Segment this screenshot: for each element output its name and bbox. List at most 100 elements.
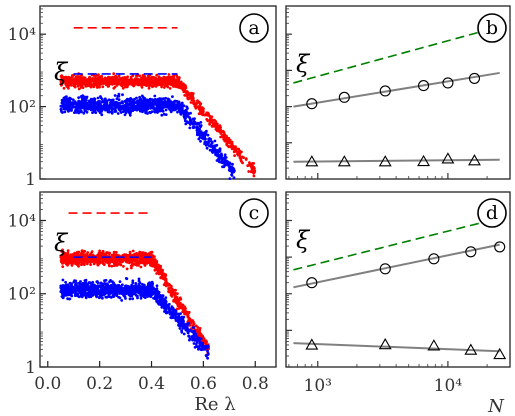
panel-c-series-1-point <box>61 296 65 299</box>
panel-c-series-1-point <box>194 332 198 336</box>
panel-c-series-1-point <box>168 312 172 316</box>
panel-c-series-1-point <box>129 285 133 289</box>
panel-c-series-1-point <box>164 296 168 299</box>
panel-c-series-1-point <box>85 287 89 291</box>
panel-a-series-1-point <box>213 144 217 148</box>
panel-c-series-0-point <box>76 250 79 254</box>
panel-c-series-0-point <box>107 264 111 268</box>
panel-a-series-0-point <box>113 75 117 79</box>
panel-c-series-0-point <box>99 260 102 264</box>
panel-a-series-0-point <box>225 143 229 147</box>
panel-a-series-1-point <box>205 146 209 150</box>
panel-a-series-1-point <box>212 147 216 151</box>
panel-c-label: c <box>249 202 260 224</box>
panel-c-series-1-point <box>66 292 70 296</box>
panel-b-triangle-marker-1 <box>337 155 351 167</box>
panel-c-series-0-point <box>97 261 100 265</box>
panel-c-series-0-point <box>63 254 67 257</box>
panel-c-series-1-point <box>155 284 159 288</box>
panel-a-series-1-point <box>214 153 218 157</box>
panel-c-series-1-point <box>172 309 176 312</box>
panel-a-series-0-point <box>164 83 168 87</box>
panel-a-series-1-point <box>132 104 136 108</box>
panel-c: ξ c 1 10² 10⁴ 0.0 0.2 0.4 0.6 0.8 Re λ <box>8 191 277 415</box>
panel-b-circle-marker-3 <box>418 80 430 92</box>
panel-c-series-1-point <box>101 296 104 300</box>
panel-a-series-1-point <box>172 100 175 104</box>
panel-a-series-1-point <box>183 114 187 118</box>
panel-c-series-1-point <box>124 286 128 290</box>
panel-a-series-0-point <box>124 77 128 81</box>
panel-a-series-1-point <box>220 152 223 156</box>
panel-a-series-0-point <box>121 76 125 80</box>
panel-c-series-1-point <box>122 294 126 297</box>
panel-a-series-0-point <box>152 82 156 86</box>
panel-a-series-1-point <box>85 110 89 114</box>
panel-c-series-1-point <box>160 299 163 303</box>
panel-a-series-0-point <box>116 80 120 83</box>
panel-c-series-1-point <box>93 288 97 291</box>
panel-a-series-1-point <box>171 95 174 98</box>
panel-c-series-0-point <box>124 257 127 261</box>
panel-a-plot <box>59 26 257 181</box>
panel-a-series-1-point <box>138 98 142 101</box>
panel-c-series-0-point <box>91 253 95 257</box>
panel-a-series-1-point <box>161 100 164 104</box>
panel-c-series-1-point <box>148 287 151 291</box>
panel-c-series-1-point <box>117 295 120 299</box>
panel-a-series-1-point <box>185 105 189 109</box>
panel-c-series-1-point <box>178 320 182 324</box>
panel-c-series-0-point <box>65 257 68 261</box>
panel-c-series-1-point <box>88 289 92 292</box>
panel-a-series-1-point <box>71 101 74 105</box>
panel-b-circle-marker-5 <box>468 72 481 84</box>
panel-a-series-0-point <box>198 108 202 112</box>
panel-a-series-1-point <box>231 162 234 166</box>
panel-a-series-0-point <box>96 83 99 86</box>
panel-a-series-0-point <box>92 85 96 89</box>
panel-a-series-0-point <box>83 76 87 80</box>
panel-a-series-0-point <box>233 147 236 151</box>
panel-a-series-0-point <box>141 78 145 82</box>
panel-b-circle-marker-4 <box>442 77 454 89</box>
panel-a-series-1-point <box>231 166 235 170</box>
panel-a-series-0-point <box>106 81 110 85</box>
panel-c-series-1-point <box>91 294 94 297</box>
panel-d-reference-line-0 <box>293 220 488 271</box>
panel-a-series-1-point <box>153 108 157 112</box>
panel-a-series-1-point <box>205 129 208 133</box>
panel-a-series-1-point <box>129 97 132 101</box>
panel-c-series-1-point <box>206 356 210 360</box>
panel-a-series-1-point <box>85 95 89 99</box>
panel-d-triangle-marker-3 <box>464 343 478 355</box>
panel-c-series-1-point <box>136 289 140 293</box>
panel-a-series-0-point <box>176 76 179 79</box>
panel-c-series-0-point <box>162 283 166 287</box>
panel-c-series-1-point <box>164 309 167 312</box>
panel-c-series-0-point <box>103 252 106 256</box>
panel-c-series-1-point <box>108 288 112 291</box>
panel-a-series-1-point <box>110 104 113 108</box>
panel-a-series-0-point <box>247 170 251 173</box>
panel-a-series-0-point <box>131 83 135 87</box>
panel-a-series-1-point <box>89 106 93 109</box>
panel-a-series-1-point <box>97 103 100 107</box>
panel-a-series-0-point <box>253 167 256 171</box>
panel-c-series-1-point <box>114 284 117 287</box>
panel-a-series-0-point <box>138 74 142 78</box>
panel-c-series-0-point <box>71 253 75 256</box>
panel-a-series-1-point <box>215 159 219 162</box>
panel-c-series-0-point <box>149 257 153 261</box>
panel-a-series-1-point <box>94 111 98 114</box>
panel-c-series-1-point <box>87 291 91 294</box>
panel-a-series-0-point <box>186 96 190 100</box>
panel-a-series-0-point <box>85 82 88 85</box>
panel-a-series-0-point <box>196 100 200 104</box>
panel-c-series-0-point <box>180 306 183 309</box>
panel-a-series-1-point <box>145 105 149 109</box>
panel-a-series-1-point <box>162 104 166 108</box>
panel-c-series-0-point <box>113 253 116 257</box>
panel-a-series-1-point <box>124 107 127 110</box>
panel-c-series-1-point <box>61 290 64 294</box>
